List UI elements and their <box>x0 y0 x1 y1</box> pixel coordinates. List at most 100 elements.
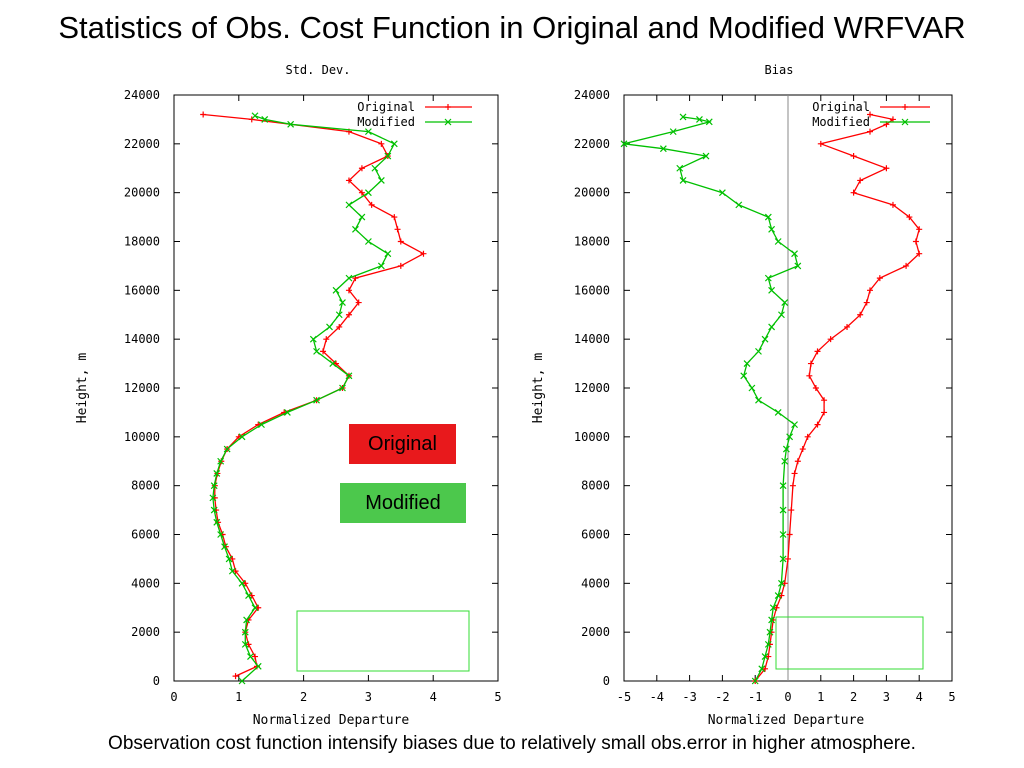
data-point-original <box>827 336 834 343</box>
legend-marker-modified <box>901 118 909 126</box>
data-point-modified <box>352 225 359 233</box>
data-point-original <box>345 177 352 184</box>
data-point-modified <box>241 640 249 648</box>
x-tick-label: 1 <box>235 690 242 704</box>
data-point-modified <box>210 482 218 490</box>
data-point-original <box>916 250 923 257</box>
data-point-modified <box>364 128 372 136</box>
y-tick-label: 8000 <box>131 479 160 493</box>
x-tick-label: -3 <box>682 690 696 704</box>
data-point-original <box>762 665 769 672</box>
data-point-modified <box>329 360 337 368</box>
data-point-modified <box>669 128 677 136</box>
data-point-original <box>252 653 258 660</box>
data-point-original <box>345 311 352 318</box>
data-point-original <box>232 673 239 680</box>
data-point-modified <box>779 555 787 563</box>
data-point-original <box>794 458 801 465</box>
data-point-modified <box>326 323 333 331</box>
data-point-original <box>903 262 910 269</box>
data-point-original <box>368 201 375 208</box>
data-point-modified <box>364 238 372 245</box>
data-point-modified <box>679 177 687 184</box>
y-tick-label: 8000 <box>581 479 610 493</box>
data-point-modified <box>702 152 710 160</box>
slide-caption: Observation cost function intensify bias… <box>108 733 916 754</box>
data-point-modified <box>764 640 772 648</box>
data-point-modified <box>794 262 802 270</box>
data-point-modified <box>364 189 372 197</box>
x-tick-label: 5 <box>948 690 955 704</box>
data-point-modified <box>696 115 703 123</box>
data-point-original <box>799 446 806 453</box>
y-tick-label: 20000 <box>574 186 610 200</box>
data-point-original <box>863 299 870 306</box>
data-point-modified <box>779 482 787 490</box>
data-point-modified <box>258 421 265 429</box>
data-point-modified <box>313 347 320 355</box>
data-point-original <box>394 226 401 233</box>
data-point-original <box>850 153 857 160</box>
data-point-original <box>821 397 828 404</box>
y-tick-label: 20000 <box>124 186 160 200</box>
chart-std-dev: Std. Dev. Normalized Departure Height, m… <box>75 63 502 728</box>
data-point-modified <box>238 677 246 685</box>
y-tick-label: 2000 <box>581 625 610 639</box>
y-tick-label: 16000 <box>124 283 160 297</box>
data-point-original <box>245 641 252 648</box>
data-point-modified <box>748 384 756 392</box>
data-point-modified <box>345 201 353 209</box>
data-point-modified <box>768 286 776 294</box>
data-point-original <box>867 111 873 118</box>
data-point-original <box>323 336 330 343</box>
data-point-modified <box>791 250 798 258</box>
series-line-modified <box>212 115 396 682</box>
data-point-modified <box>774 592 782 599</box>
y-tick-label: 10000 <box>124 430 160 444</box>
highlight-box <box>296 610 470 672</box>
data-point-modified <box>743 360 751 368</box>
x-tick-label: 1 <box>817 690 824 704</box>
data-point-original <box>786 531 793 538</box>
data-point-modified <box>679 113 687 121</box>
data-point-modified <box>781 299 789 306</box>
data-point-modified <box>225 555 233 563</box>
x-tick-label: -5 <box>617 690 631 704</box>
data-point-modified <box>755 396 762 404</box>
data-point-original <box>397 238 404 245</box>
data-point-original <box>817 140 824 147</box>
data-point-original <box>336 323 343 330</box>
data-point-modified <box>241 628 249 636</box>
data-point-original <box>773 604 780 611</box>
x-axis-label: Normalized Departure <box>708 713 865 728</box>
data-point-original <box>814 421 821 428</box>
data-point-modified <box>774 408 782 416</box>
data-point-modified <box>345 372 353 380</box>
badge-modified: Modified <box>340 483 466 523</box>
data-point-modified <box>778 311 785 319</box>
x-tick-label: 5 <box>494 690 501 704</box>
data-point-modified <box>766 628 774 636</box>
data-point-modified <box>778 579 785 587</box>
chart-title: Std. Dev. <box>285 63 350 77</box>
data-point-original <box>397 262 404 269</box>
data-point-original <box>876 275 883 282</box>
data-point-modified <box>620 140 628 148</box>
legend-marker-original <box>902 104 908 110</box>
data-point-original <box>916 226 923 233</box>
data-point-original <box>778 592 785 599</box>
data-point-original <box>232 568 239 575</box>
data-point-modified <box>238 579 246 587</box>
data-point-original <box>857 177 864 184</box>
y-tick-label: 18000 <box>124 235 160 249</box>
data-point-modified <box>339 299 346 306</box>
data-point-modified <box>313 396 320 404</box>
y-tick-label: 12000 <box>574 381 610 395</box>
data-point-modified <box>339 384 346 392</box>
data-point-modified <box>676 164 684 172</box>
tick-group: 0 2000 4000 6000 8000 10000 12000 14000 16000 180… <box>124 88 502 704</box>
tick-group: 0 2000 4000 6000 8000 10000 12000 14000 16000 180… <box>574 88 956 704</box>
data-point-modified <box>779 506 787 514</box>
y-tick-label: 6000 <box>131 528 160 542</box>
data-point-original <box>420 250 427 257</box>
